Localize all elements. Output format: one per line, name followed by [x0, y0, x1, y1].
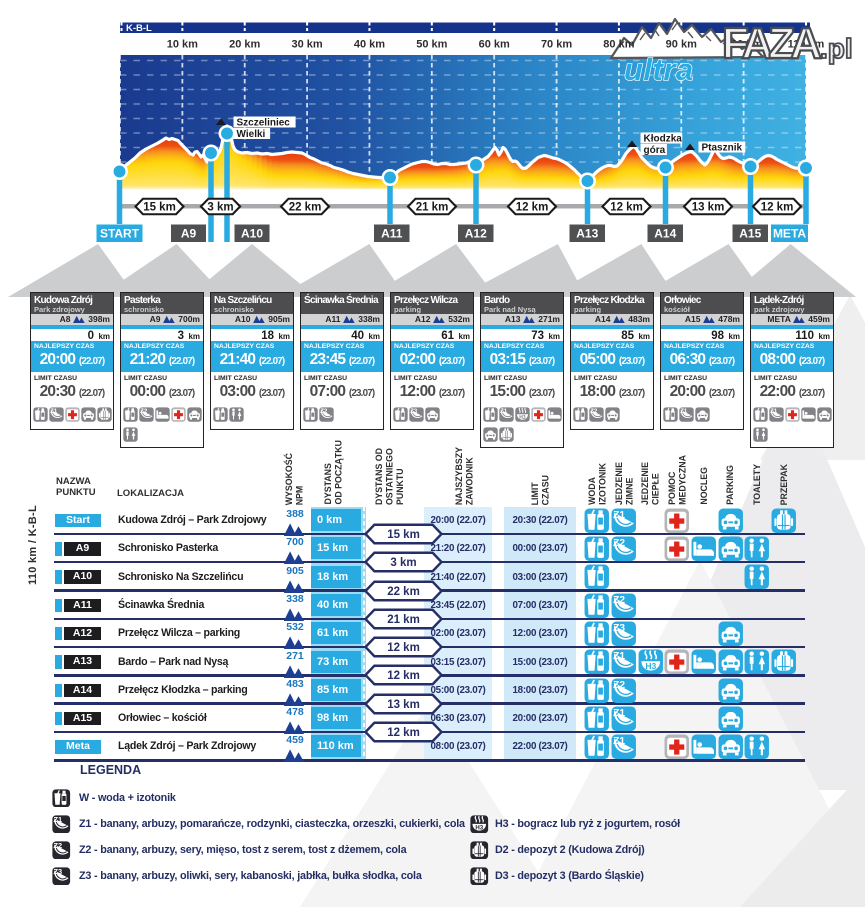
svg-text:H3: H3 [519, 415, 526, 421]
svg-text:13 km: 13 km [387, 699, 420, 711]
svg-text:40 km: 40 km [354, 39, 385, 51]
svg-text:Z2: Z2 [590, 409, 598, 415]
svg-text:Z1: Z1 [500, 409, 508, 415]
svg-text:Z1: Z1 [613, 736, 625, 747]
svg-text:H3: H3 [475, 824, 483, 831]
svg-text:A15: A15 [739, 227, 761, 241]
svg-text:12 km: 12 km [387, 642, 420, 654]
svg-text:Ptasznik: Ptasznik [702, 143, 743, 154]
svg-text:Z1: Z1 [770, 409, 778, 415]
svg-text:START: START [100, 227, 140, 241]
svg-text:Z2: Z2 [140, 409, 148, 415]
svg-text:60 km: 60 km [479, 39, 510, 51]
svg-text:12 km: 12 km [516, 202, 549, 214]
svg-text:15 km: 15 km [387, 529, 420, 541]
svg-text:H3: H3 [645, 661, 656, 671]
svg-text:21 km: 21 km [387, 614, 420, 626]
svg-text:50 km: 50 km [416, 39, 447, 51]
svg-text:Kłodzka: Kłodzka [644, 134, 683, 145]
svg-text:Z1: Z1 [613, 708, 625, 719]
svg-text:A9: A9 [181, 227, 197, 241]
svg-text:Szczeliniec: Szczeliniec [237, 118, 291, 129]
svg-text:A12: A12 [465, 227, 487, 241]
svg-text:Z3: Z3 [613, 623, 625, 634]
svg-text:A11: A11 [381, 227, 403, 241]
svg-text:Z2: Z2 [54, 841, 63, 850]
svg-text:A10: A10 [241, 227, 263, 241]
svg-text:22 km: 22 km [289, 202, 322, 214]
svg-text:20 km: 20 km [229, 39, 260, 51]
svg-text:100 km: 100 km [725, 39, 763, 51]
svg-text:góra: góra [644, 145, 666, 156]
svg-text:3 km: 3 km [390, 557, 416, 569]
svg-text:12 km: 12 km [761, 202, 794, 214]
svg-text:90 km: 90 km [666, 39, 697, 51]
svg-text:.pl: .pl [820, 33, 853, 64]
svg-text:15 km: 15 km [143, 202, 176, 214]
svg-text:Z2: Z2 [320, 409, 328, 415]
svg-text:A13: A13 [576, 227, 598, 241]
svg-text:A14: A14 [654, 227, 676, 241]
svg-text:Wielki: Wielki [237, 129, 266, 140]
svg-text:FAZA: FAZA [722, 19, 821, 68]
svg-text:3 km: 3 km [207, 202, 233, 214]
svg-text:Z2: Z2 [613, 538, 625, 549]
svg-text:META: META [773, 227, 806, 241]
svg-text:22 km: 22 km [387, 586, 420, 598]
svg-text:Z2: Z2 [613, 680, 625, 691]
svg-text:Z1: Z1 [680, 409, 688, 415]
svg-text:Z1: Z1 [613, 651, 625, 662]
svg-text:12 km: 12 km [387, 671, 420, 683]
svg-text:10 km: 10 km [167, 39, 198, 51]
svg-text:Z1: Z1 [50, 409, 58, 415]
svg-text:Z3: Z3 [54, 867, 63, 876]
svg-text:70 km: 70 km [541, 39, 572, 51]
svg-text:21 km: 21 km [416, 202, 449, 214]
svg-text:80 km: 80 km [603, 39, 634, 51]
svg-text:30 km: 30 km [291, 39, 322, 51]
svg-text:Z3: Z3 [410, 409, 418, 415]
svg-text:110 km: 110 km [788, 39, 825, 51]
svg-text:Z1: Z1 [54, 815, 63, 824]
svg-text:12 km: 12 km [387, 727, 420, 739]
svg-text:Z1: Z1 [613, 510, 625, 521]
svg-text:13 km: 13 km [692, 202, 725, 214]
svg-text:Z2: Z2 [613, 595, 625, 606]
svg-text:K-B-L: K-B-L [126, 23, 152, 34]
svg-text:ultra: ultra [624, 52, 694, 87]
svg-text:12 km: 12 km [610, 202, 643, 214]
